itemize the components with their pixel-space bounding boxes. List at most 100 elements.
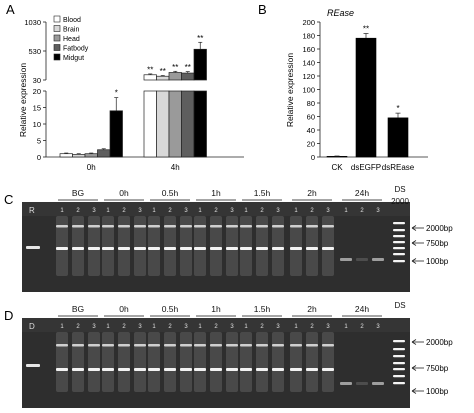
gel-band [240, 368, 252, 371]
bar [181, 72, 195, 81]
gel-group-label: 1h [211, 188, 221, 198]
gel-group-label: 1.5h [254, 188, 271, 198]
gel-lane-number: 2 [214, 208, 218, 214]
marker-label: 750bp [426, 364, 449, 373]
gel-smear [56, 332, 68, 392]
gel-lane-number: 3 [326, 324, 330, 330]
gel-band [194, 247, 206, 250]
gel-band [290, 344, 302, 347]
y-tick-label: 140 [302, 59, 315, 68]
gel-lane-number: 1 [106, 208, 110, 214]
marker-arrow-head [411, 365, 417, 371]
y-tick-label: 40 [307, 126, 315, 135]
gel-ladder-band [393, 362, 405, 365]
chart-b: 0 20 40 60 80 100 120 140 160 180 200 Relative expr… [285, 8, 428, 172]
gel-band [72, 368, 84, 371]
gel-band [256, 344, 268, 347]
gel-band [134, 247, 146, 250]
gel-band [26, 246, 40, 249]
y-axis-title: Relative expression [285, 53, 295, 127]
gel-smear [88, 332, 100, 392]
gel-band [148, 368, 160, 371]
gel-lane-number: 3 [376, 324, 380, 330]
gel-smear [134, 216, 146, 276]
gel-lane-number: 1 [106, 324, 110, 330]
significance-label: * [396, 104, 399, 113]
gel-shade [22, 202, 410, 216]
gel-band [88, 344, 100, 347]
gel-band [272, 368, 284, 371]
gel-lane-number: 3 [230, 324, 234, 330]
gel-lane-number: 2 [168, 208, 172, 214]
bar [168, 90, 182, 158]
gel-lane-number: 1 [344, 208, 348, 214]
gel-band [322, 368, 334, 371]
gel-lane-number: 2 [168, 324, 172, 330]
gel-ladder-label: 2000 [391, 197, 409, 206]
gel-lane-number: 2 [122, 324, 126, 330]
gel-lane-number: 3 [184, 208, 188, 214]
gel-band [118, 247, 130, 250]
gel-band [372, 258, 384, 261]
significance-label: ** [172, 63, 178, 72]
y-tick-label: 15 [33, 104, 41, 113]
gel-smear [194, 216, 206, 276]
gel-band [180, 225, 192, 228]
gel-image [22, 318, 410, 408]
gel-band [72, 344, 84, 347]
marker-arrow-head [411, 225, 417, 231]
legend-swatch [53, 44, 61, 51]
marker-label: 750bp [426, 239, 449, 248]
gel-group-label: BG [72, 304, 84, 314]
gel-band [56, 368, 68, 371]
legend-label: Brain [63, 27, 79, 34]
gel-smear [56, 216, 68, 276]
gel-smear [306, 332, 318, 392]
gel-smear [322, 216, 334, 276]
y-axis-title: Relative expression [18, 63, 28, 137]
significance-label: ** [185, 63, 191, 72]
marker-arrow-head [411, 388, 417, 394]
gel-lane-number: 2 [310, 208, 314, 214]
bar [109, 110, 123, 158]
gel-smear [210, 332, 222, 392]
gel-band [306, 368, 318, 371]
y-tick-label: 30 [33, 76, 41, 85]
gel-band [164, 344, 176, 347]
gel-band [194, 344, 206, 347]
gel-band [226, 247, 238, 250]
gel-lane-number: 1 [152, 208, 156, 214]
gel-band [210, 225, 222, 228]
gel-lane-number: 2 [360, 208, 364, 214]
gel-lane-number: 3 [276, 324, 280, 330]
legend-swatch [53, 53, 61, 61]
gel-band [272, 225, 284, 228]
gel-band [134, 225, 146, 228]
gel-lane-number: 1 [198, 324, 202, 330]
gel-ladder-band [393, 222, 405, 225]
gel-band [210, 247, 222, 250]
gel-band [164, 368, 176, 371]
gel-lane-number: 3 [376, 208, 380, 214]
y-tick-label: 20 [307, 140, 315, 149]
legend-swatch [53, 15, 61, 23]
gel-lane-number: 2 [310, 324, 314, 330]
gel-lane-number: 1 [294, 208, 298, 214]
bar [143, 90, 157, 158]
significance-label: * [115, 89, 118, 98]
gel-band [340, 258, 352, 261]
gel-smear [102, 332, 114, 392]
gel-smear [290, 332, 302, 392]
legend-label: Midgut [63, 55, 84, 62]
gel-lane-number: 1 [344, 324, 348, 330]
x-tick-label: dsREase [382, 163, 415, 172]
gel-d: D BG 1 2 3 0h 1 2 3 0.5h 1 2 3 1h 1 2 3 1.5h 1 2 3 2h 1 2 3 24h 1 2… [22, 301, 453, 408]
gel-lane-number: 3 [92, 324, 96, 330]
gel-band [180, 344, 192, 347]
y-tick-label: 0 [37, 153, 41, 162]
gel-band [56, 225, 68, 228]
y-tick-label: 1030 [24, 18, 41, 27]
gel-lane-number: 1 [244, 324, 248, 330]
gel-band [322, 225, 334, 228]
gel-band [290, 247, 302, 250]
